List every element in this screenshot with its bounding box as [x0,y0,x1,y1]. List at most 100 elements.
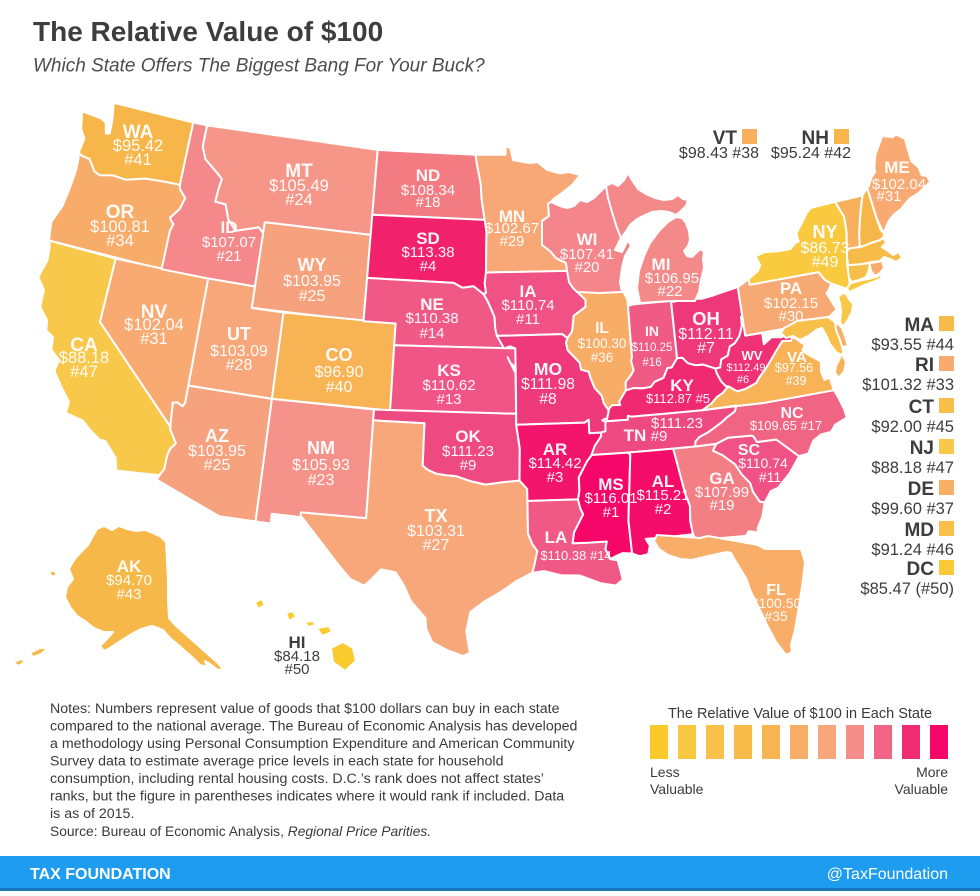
svg-text:$105.93: $105.93 [292,457,350,474]
svg-text:RI: RI [915,355,934,376]
svg-text:WA: WA [123,122,154,143]
svg-text:OH: OH [692,308,720,329]
svg-text:#2: #2 [655,501,672,518]
svg-text:$102.67: $102.67 [485,220,539,237]
svg-text:#9: #9 [651,428,668,445]
svg-text:#11: #11 [759,469,782,485]
svg-text:MI: MI [652,255,671,274]
svg-text:SD: SD [416,229,440,248]
svg-text:Notes: Numbers represent value: Notes: Numbers represent value of goods … [50,701,560,717]
svg-text:$112.11: $112.11 [678,326,734,343]
svg-text:Less: Less [650,764,680,780]
svg-text:Which State Offers The Biggest: Which State Offers The Biggest Bang For … [33,56,485,77]
svg-text:#4: #4 [420,258,437,275]
svg-text:WY: WY [298,255,327,275]
svg-text:DE: DE [908,479,934,500]
svg-text:$107.99: $107.99 [695,484,749,501]
svg-text:$95.24 #42: $95.24 #42 [771,145,851,162]
svg-text:#35: #35 [764,608,788,624]
svg-text:GA: GA [709,469,735,488]
svg-text:WI: WI [577,230,598,249]
svg-text:CT: CT [909,397,935,418]
svg-text:FL: FL [766,582,786,599]
svg-text:$110.74: $110.74 [738,455,788,471]
svg-text:#6: #6 [737,374,749,386]
svg-text:Survey data to estimate averag: Survey data to estimate average price le… [50,754,503,770]
svg-text:$111.23: $111.23 [442,443,494,460]
svg-text:#27: #27 [423,537,450,554]
svg-text:TX: TX [424,506,447,526]
svg-text:MT: MT [285,161,313,182]
svg-text:$96.90: $96.90 [315,364,364,381]
svg-text:$99.60 #37: $99.60 #37 [871,500,954,518]
svg-text:#30: #30 [778,308,803,325]
svg-text:#7: #7 [697,340,715,357]
svg-text:#49: #49 [812,254,839,271]
svg-text:$109.65 #17: $109.65 #17 [750,418,822,433]
svg-text:VA: VA [787,349,807,366]
svg-text:$85.47 (#50): $85.47 (#50) [860,580,954,598]
svg-text:AL: AL [652,472,675,491]
svg-text:$91.24 #46: $91.24 #46 [871,541,954,559]
svg-text:$88.18: $88.18 [59,349,109,367]
svg-text:#28: #28 [226,357,253,374]
svg-text:compared to the national avera: compared to the national average. The Bu… [50,719,577,735]
svg-text:More: More [916,764,948,780]
svg-text:$110.38: $110.38 [405,310,458,327]
svg-text:#19: #19 [709,497,734,514]
svg-text:HI: HI [289,633,306,652]
svg-text:IA: IA [520,282,537,301]
svg-text:$112.49: $112.49 [727,362,766,374]
svg-text:$105.49: $105.49 [269,177,329,195]
svg-text:MO: MO [534,359,562,379]
svg-text:$84.18: $84.18 [274,648,320,665]
svg-text:$114.42: $114.42 [528,455,581,472]
svg-text:MD: MD [904,520,934,541]
svg-text:consumption, including rental: consumption, including rental housing co… [50,771,544,787]
svg-text:MN: MN [499,207,525,226]
svg-text:$111.23: $111.23 [651,415,703,432]
svg-text:DC: DC [907,559,935,580]
svg-text:$88.18 #47: $88.18 #47 [871,459,954,477]
svg-text:#41: #41 [124,151,152,169]
svg-text:NM: NM [307,438,335,458]
svg-text:#20: #20 [574,259,599,276]
svg-text:#18: #18 [415,194,440,211]
svg-text:NC: NC [780,405,804,422]
svg-text:a methodology using Personal C: a methodology using Personal Consumption… [50,736,575,752]
svg-text:$94.70: $94.70 [106,572,152,589]
svg-text:VT: VT [713,128,738,149]
svg-text:#13: #13 [436,391,461,408]
svg-text:NH: NH [802,128,829,149]
svg-text:$92.00 #45: $92.00 #45 [871,418,954,436]
svg-text:#8: #8 [539,391,556,408]
svg-text:MA: MA [904,315,934,336]
svg-text:MS: MS [598,475,624,494]
svg-text:$102.04: $102.04 [124,316,184,334]
svg-text:#22: #22 [657,283,682,300]
svg-text:Valuable: Valuable [895,781,949,797]
svg-text:$110.62: $110.62 [422,377,475,394]
svg-text:$100.50: $100.50 [751,595,802,611]
svg-text:#43: #43 [116,586,141,603]
svg-text:#40: #40 [326,379,353,396]
svg-text:IN: IN [645,323,659,339]
svg-text:$103.31: $103.31 [407,523,465,540]
svg-text:$101.32 #33: $101.32 #33 [862,376,954,394]
svg-text:CA: CA [70,335,98,356]
svg-text:The Relative Value of $100 in: The Relative Value of $100 in Each State [668,706,932,722]
svg-text:PA: PA [780,279,802,298]
svg-text:ID: ID [221,218,238,237]
svg-text:TAX FOUNDATION: TAX FOUNDATION [30,866,171,883]
svg-text:$113.38: $113.38 [401,244,454,261]
svg-text:#23: #23 [308,472,335,489]
svg-text:AZ: AZ [205,426,229,446]
svg-text:#29: #29 [499,233,524,250]
svg-text:#31: #31 [140,330,168,348]
svg-text:$116.01: $116.01 [584,490,637,507]
svg-text:KY: KY [670,376,694,395]
svg-text:#3: #3 [547,469,564,486]
svg-text:$110.38 #14: $110.38 #14 [540,548,611,563]
svg-text:LA: LA [545,528,568,547]
svg-text:AK: AK [117,557,142,576]
